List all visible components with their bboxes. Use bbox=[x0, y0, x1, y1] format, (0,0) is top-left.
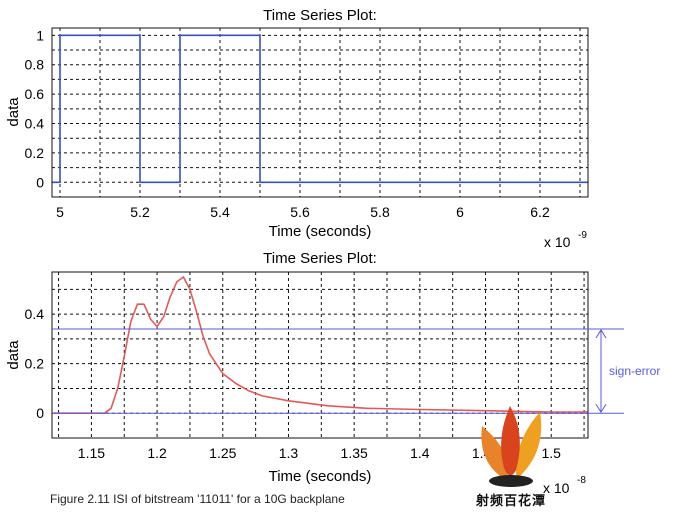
top-plot-xlabel: Time (seconds) bbox=[269, 223, 372, 240]
bottom-plot-title: Time Series Plot: bbox=[263, 250, 377, 267]
x-tick-label: 1.35 bbox=[341, 445, 368, 461]
x-tick-label: 5.8 bbox=[370, 204, 390, 220]
y-tick-label: 0.4 bbox=[25, 116, 45, 132]
top-plot-ylabel: data bbox=[5, 97, 22, 127]
y-tick-label: 0.2 bbox=[25, 356, 45, 372]
flame-logo-icon bbox=[481, 406, 542, 487]
top-plot-series bbox=[52, 34, 588, 184]
top-plot: Time Series Plot: 5 5.2 5.4 5.6 5.8 6 6.2 0 0.2 0… bbox=[5, 7, 589, 250]
y-tick-label: 0.4 bbox=[25, 306, 45, 322]
top-plot-title: Time Series Plot: bbox=[263, 7, 377, 24]
bottom-plot-ticks: 1.151.21.251.31.351.41.451.500.20.4 bbox=[25, 306, 562, 461]
x-tick-label: 1.5 bbox=[541, 445, 561, 461]
sign-error-label: sign-error bbox=[609, 364, 660, 378]
figure-caption: Figure 2.11 ISI of bitstream '11011' for… bbox=[50, 492, 345, 506]
bottom-plot: Time Series Plot: 1.15 1.2 1.25 1.3 1.35 1.4 1… bbox=[5, 250, 660, 496]
x-tick-label: 5.4 bbox=[210, 204, 230, 220]
x-tick-label: 5 bbox=[56, 204, 64, 220]
arrow-down-icon bbox=[595, 403, 607, 414]
series-line bbox=[52, 276, 588, 415]
watermark-text: 射频百花潭 bbox=[475, 494, 546, 509]
y-tick-label: 0.6 bbox=[25, 86, 45, 102]
bottom-plot-frame bbox=[51, 271, 589, 439]
top-plot-grid bbox=[52, 28, 588, 198]
sign-error-annotation: sign-error bbox=[52, 328, 660, 414]
y-tick-label: 0.2 bbox=[25, 145, 45, 161]
bottom-plot-x-exponent-power: -8 bbox=[577, 475, 586, 486]
x-tick-label: 1.2 bbox=[147, 445, 167, 461]
x-tick-label: 1.15 bbox=[78, 445, 105, 461]
y-tick-label: 0.8 bbox=[25, 57, 45, 73]
top-plot-x-exponent-power: -9 bbox=[578, 230, 587, 241]
bottom-plot-ylabel: data bbox=[5, 340, 22, 370]
top-plot-x-exponent: x 10 bbox=[544, 234, 571, 250]
x-tick-label: 1.25 bbox=[209, 445, 236, 461]
x-tick-label: 5.6 bbox=[290, 204, 310, 220]
y-tick-label: 1 bbox=[36, 27, 44, 43]
arrow-up-icon bbox=[595, 329, 607, 339]
watermark-logo: 射频百花潭 bbox=[470, 404, 552, 512]
bottom-plot-x-exponent: x 10 bbox=[543, 480, 570, 496]
x-tick-label: 6 bbox=[456, 204, 464, 220]
x-tick-label: 1.4 bbox=[410, 445, 430, 461]
bottom-plot-xlabel: Time (seconds) bbox=[269, 468, 372, 485]
y-tick-label: 0 bbox=[36, 405, 44, 421]
series-line bbox=[52, 34, 588, 184]
bottom-plot-series bbox=[52, 276, 588, 415]
top-plot-frame bbox=[51, 27, 589, 198]
top-plot-ticks: 5 5.2 5.4 5.6 5.8 6 6.2 0 0.2 0.4 0.6 0.8 1 bbox=[25, 27, 550, 220]
x-tick-label: 6.2 bbox=[530, 204, 550, 220]
x-tick-label: 1.3 bbox=[279, 445, 299, 461]
y-tick-label: 0 bbox=[36, 174, 44, 190]
x-tick-label: 5.2 bbox=[130, 204, 150, 220]
